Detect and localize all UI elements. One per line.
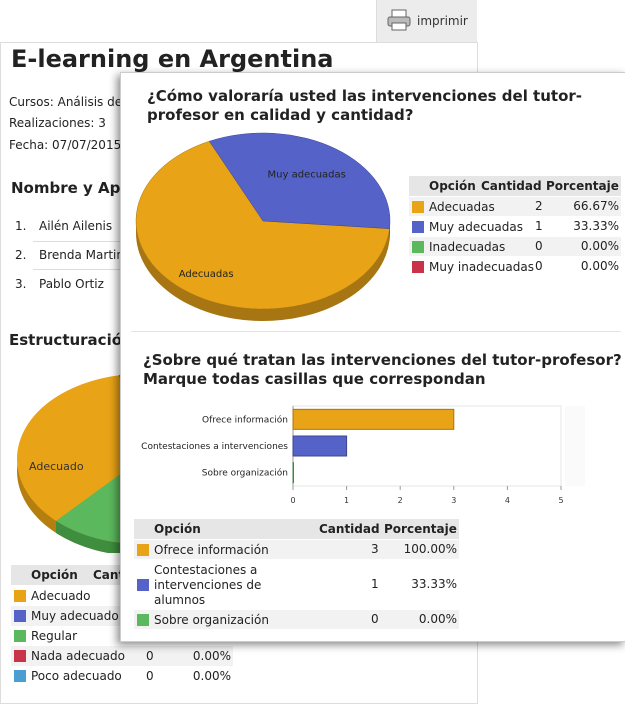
table-header: Porcentaje bbox=[546, 179, 619, 193]
option-label: Nada adecuado bbox=[31, 649, 125, 663]
percent: 100.00% bbox=[404, 542, 457, 556]
option-label: Adecuado bbox=[31, 589, 91, 603]
x-tick-label: 2 bbox=[398, 496, 403, 505]
legend-swatch bbox=[412, 261, 424, 273]
pie-label: Muy adecuadas bbox=[268, 170, 346, 181]
legend-swatch bbox=[14, 670, 26, 682]
category-label: Ofrece información bbox=[202, 414, 288, 425]
printer-icon bbox=[387, 8, 411, 32]
percent: 66.67% bbox=[573, 199, 619, 213]
option-label: Ofrece información bbox=[154, 543, 314, 558]
bar bbox=[293, 409, 454, 429]
option-label: Regular bbox=[31, 629, 77, 643]
legend-swatch bbox=[14, 650, 26, 662]
heading: Estructuración bbox=[9, 331, 133, 349]
x-tick-label: 3 bbox=[451, 496, 456, 505]
option-label: Muy adecuado bbox=[31, 609, 119, 623]
percent: 33.33% bbox=[573, 219, 619, 233]
option-label: Sobre organización bbox=[154, 613, 314, 628]
legend-swatch bbox=[412, 241, 424, 253]
meta: Cursos: Análisis de bbox=[9, 95, 122, 109]
heading: Nombre y Ape bbox=[11, 179, 131, 197]
percent: 0.00% bbox=[581, 239, 619, 253]
count: 3 bbox=[371, 542, 379, 556]
count: 2 bbox=[535, 199, 543, 213]
print-button[interactable]: imprimir bbox=[376, 0, 477, 42]
participant: Brenda Martine bbox=[39, 248, 131, 262]
list-number: 2. bbox=[15, 248, 26, 262]
x-tick-label: 1 bbox=[344, 496, 349, 505]
table-header: Cantidad bbox=[319, 522, 380, 536]
plot-backdrop bbox=[565, 406, 585, 486]
table-header: Opción bbox=[31, 568, 78, 582]
table-header: Cantidad bbox=[481, 179, 542, 193]
table-header: Opción bbox=[429, 179, 476, 193]
meta: Fecha: 07/07/2015 bbox=[9, 138, 121, 152]
option-label: Muy inadecuadas bbox=[429, 260, 539, 275]
participant: Ailén Ailenis bbox=[39, 219, 112, 233]
print-label: imprimir bbox=[417, 14, 468, 28]
legend-swatch bbox=[412, 201, 424, 213]
count: 0 bbox=[371, 612, 379, 626]
category-label: Sobre organización bbox=[202, 468, 288, 479]
legend-swatch bbox=[137, 579, 149, 591]
list-number: 1. bbox=[15, 219, 26, 233]
legend-swatch bbox=[14, 610, 26, 622]
percent: 0.00% bbox=[419, 612, 457, 626]
legend-swatch bbox=[137, 614, 149, 626]
percent: 0.00% bbox=[193, 669, 231, 683]
report-title: E-learning en Argentina bbox=[11, 45, 333, 73]
legend-swatch bbox=[14, 590, 26, 602]
category-label: Contestaciones a intervenciones bbox=[141, 442, 288, 452]
legend-swatch bbox=[412, 221, 424, 233]
x-tick-label: 5 bbox=[558, 496, 563, 505]
option-label: Adecuadas bbox=[429, 200, 539, 215]
legend-swatch bbox=[137, 544, 149, 556]
background-pie: Adecuado bbox=[1, 353, 131, 553]
count: 1 bbox=[371, 577, 379, 591]
percent: 0.00% bbox=[581, 259, 619, 273]
bar bbox=[293, 463, 294, 483]
bar bbox=[293, 436, 347, 456]
option-label: Muy adecuadas bbox=[429, 220, 539, 235]
percent: 33.33% bbox=[411, 577, 457, 591]
table-header: Porcentaje bbox=[384, 522, 457, 536]
x-tick-label: 4 bbox=[505, 496, 510, 505]
count: 1 bbox=[535, 219, 543, 233]
legend-swatch bbox=[14, 630, 26, 642]
table-header: Opción bbox=[154, 522, 201, 536]
pie-label: Adecuado bbox=[29, 460, 84, 473]
option-label: Contestaciones a intervenciones de alumn… bbox=[154, 563, 314, 608]
option-label: Inadecuadas bbox=[429, 240, 539, 255]
participant: Pablo Ortiz bbox=[39, 277, 104, 291]
pie-label: Adecuadas bbox=[179, 269, 234, 280]
percent: 0.00% bbox=[193, 649, 231, 663]
count: 0 bbox=[146, 649, 154, 663]
meta: Realizaciones: 3 bbox=[9, 116, 106, 130]
list-number: 3. bbox=[15, 277, 26, 291]
count: 0 bbox=[146, 669, 154, 683]
option-label: Poco adecuado bbox=[31, 669, 122, 683]
x-tick-label: 0 bbox=[290, 496, 295, 505]
count: 0 bbox=[535, 239, 543, 253]
popup: ¿Cómo valoraría usted las intervenciones… bbox=[120, 72, 625, 642]
count: 0 bbox=[535, 259, 543, 273]
